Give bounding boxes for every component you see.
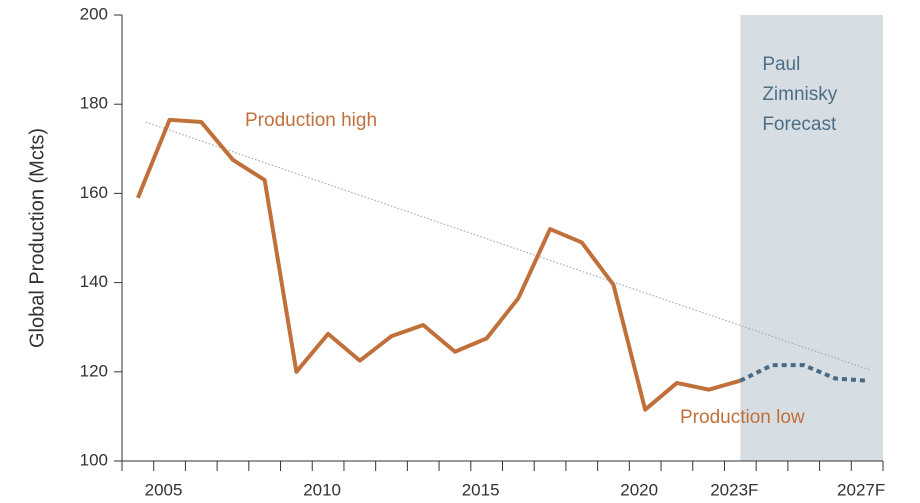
forecast-label: Paul xyxy=(762,54,800,75)
y-tick-label: 120 xyxy=(80,361,108,380)
y-tick-label: 100 xyxy=(80,450,108,469)
y-tick-label: 200 xyxy=(80,4,108,23)
forecast-label: Zimnisky xyxy=(762,84,837,105)
y-tick-label: 160 xyxy=(80,183,108,202)
x-tick-label: 2020 xyxy=(620,480,658,499)
y-tick-label: 140 xyxy=(80,272,108,291)
y-axis-label: Global Production (Mcts) xyxy=(26,128,48,348)
y-tick-label: 180 xyxy=(80,94,108,113)
x-tick-label: 2015 xyxy=(462,480,500,499)
forecast-region xyxy=(740,15,883,461)
trendline xyxy=(145,121,870,371)
forecast-label: Forecast xyxy=(762,114,837,135)
x-tick-label: 2027F xyxy=(837,480,885,499)
series-line xyxy=(136,117,741,412)
series-line xyxy=(739,363,868,383)
x-tick-label: 2023F xyxy=(710,480,758,499)
annotation: Production high xyxy=(245,110,377,131)
x-tick-label: 2005 xyxy=(145,480,183,499)
x-tick-label: 2010 xyxy=(303,480,341,499)
annotation: Production low xyxy=(680,407,805,428)
